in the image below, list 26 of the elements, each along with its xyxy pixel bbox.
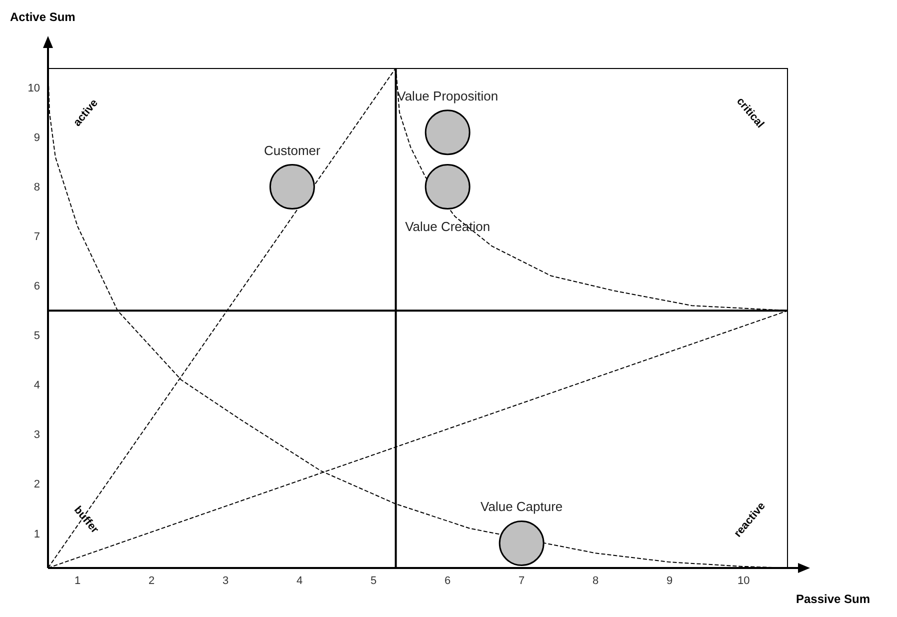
x-tick-label: 8 xyxy=(592,574,599,587)
series-label: Value Creation xyxy=(405,218,490,234)
series-label: Value Proposition xyxy=(397,88,498,104)
x-tick-label: 5 xyxy=(370,574,377,587)
series-label: Value Capture xyxy=(480,499,563,514)
x-tick-label: 10 xyxy=(737,574,750,587)
y-tick-label: 2 xyxy=(34,478,40,491)
y-tick-label: 9 xyxy=(34,132,40,144)
y-tick-label: 7 xyxy=(34,231,40,244)
x-axis-title: Passive Sum xyxy=(796,592,870,606)
y-axis-title: Active Sum xyxy=(10,10,76,24)
y-tick-label: 8 xyxy=(34,182,40,194)
x-tick-label: 4 xyxy=(296,574,303,587)
series-label: Customer xyxy=(264,142,322,158)
y-tick-label: 1 xyxy=(34,528,40,540)
x-tick-label: 3 xyxy=(222,574,229,587)
x-tick-label: 2 xyxy=(148,574,155,587)
x-tick-label: 6 xyxy=(444,574,451,587)
y-tick-label: 4 xyxy=(34,380,40,392)
y-tick-label: 3 xyxy=(34,429,40,442)
y-tick-label: 6 xyxy=(34,280,40,293)
y-tick-label: 10 xyxy=(28,82,40,95)
x-tick-label: 1 xyxy=(74,574,81,587)
y-tick-label: 5 xyxy=(34,330,40,342)
x-tick-label: 9 xyxy=(666,574,673,587)
x-tick-label: 7 xyxy=(518,574,525,587)
